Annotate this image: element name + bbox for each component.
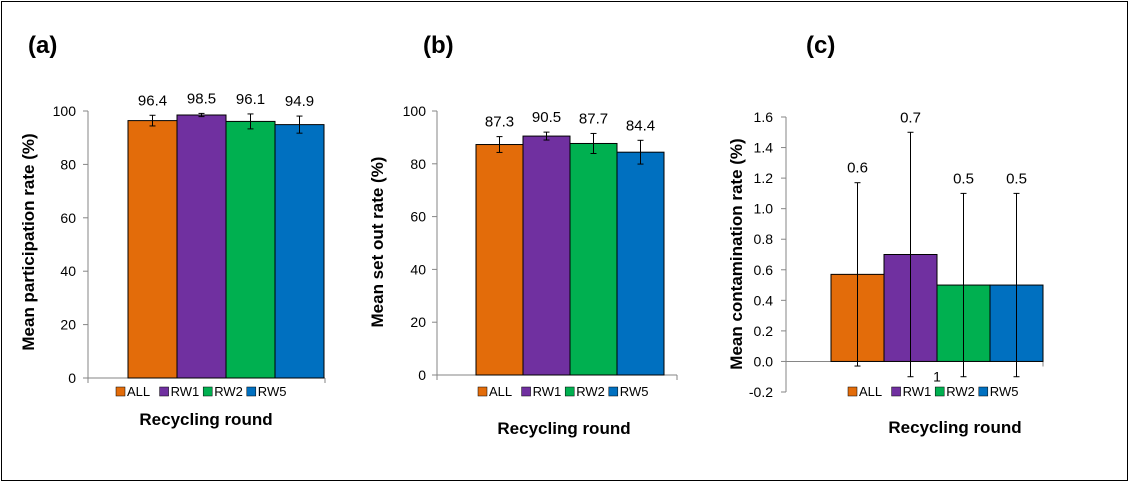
chart-panel-2: (b) 0 20 40 60 80 100 87.3 90.5 87.7 84.4 ALL RW1 RW2…	[368, 32, 678, 438]
bar-rw1	[176, 114, 227, 379]
y-tick-label: 20	[410, 314, 426, 330]
y-tick-label: 100	[403, 103, 427, 119]
x-tick-label: 1	[933, 368, 941, 384]
legend-entry: RW2	[946, 384, 975, 399]
value-label: 0.5	[1006, 170, 1027, 187]
legend-swatch	[564, 386, 575, 397]
y-tick-label: 0	[418, 367, 426, 383]
value-label: 84.4	[626, 117, 655, 134]
y-tick-label: 60	[410, 209, 426, 225]
legend-entry: RW2	[576, 384, 605, 399]
y-tick-label: 80	[410, 156, 426, 172]
legend-entry: ALL	[489, 384, 512, 399]
y-tick-label: 100	[53, 103, 77, 119]
legend-entry: RW5	[990, 384, 1019, 399]
y-tick-label: 0.0	[754, 353, 774, 369]
value-label: 96.1	[236, 91, 265, 108]
legend-swatch	[934, 386, 945, 397]
legend-entry: ALL	[127, 384, 150, 399]
legend-swatch	[246, 386, 257, 397]
y-tick-label: 40	[60, 263, 76, 279]
y-axis-title: Mean participation rate (%)	[19, 133, 38, 350]
legend-swatch	[159, 386, 169, 397]
y-tick-label: 20	[60, 317, 76, 333]
legend-entry: RW5	[620, 384, 649, 399]
legend-swatch	[847, 386, 858, 397]
bar-rw2	[225, 120, 276, 379]
legend-swatch	[477, 386, 488, 397]
legend-entry: RW5	[258, 384, 287, 399]
value-label: 0.7	[900, 109, 921, 126]
panel-label: (b)	[423, 32, 454, 59]
panel-label: (c)	[806, 32, 835, 59]
y-tick-label: 0.4	[754, 292, 774, 308]
legend-swatch	[608, 386, 619, 397]
value-label: 87.7	[579, 110, 608, 127]
chart-panel-3: (c) -0.2 0.0 0.2 0.4 0.6 0.8 1.0 1.2 1.4 1.6 0.6 0.7…	[727, 32, 1044, 437]
y-tick-label: 80	[60, 156, 76, 172]
value-label: 0.6	[847, 160, 868, 177]
y-tick-label: 0.2	[754, 323, 774, 339]
y-tick-label: 1.0	[754, 201, 774, 217]
x-axis-title: Recycling round	[139, 410, 272, 429]
y-tick-label: 1.4	[754, 140, 774, 156]
y-tick-label: 0.6	[754, 262, 774, 278]
legend-entry: RW1	[903, 384, 932, 399]
legend-entry: ALL	[859, 384, 882, 399]
legend-entry: RW1	[533, 384, 562, 399]
bar-rw5	[616, 151, 665, 376]
bar-rw1	[522, 135, 571, 376]
y-tick-label: 60	[60, 210, 76, 226]
y-tick-label: 0.8	[754, 231, 774, 247]
legend-swatch	[202, 386, 213, 397]
x-axis-title: Recycling round	[497, 419, 630, 438]
legend-entry: RW2	[214, 384, 243, 399]
y-tick-label: -0.2	[749, 384, 773, 400]
bar-rw5	[274, 124, 325, 379]
legend-swatch	[891, 386, 901, 397]
y-tick-label: 0	[68, 370, 76, 386]
legend-swatch	[115, 386, 126, 397]
x-axis-title: Recycling round	[888, 418, 1021, 437]
y-axis-title: Mean set out rate (%)	[368, 157, 387, 328]
panel-label: (a)	[28, 32, 57, 59]
bar-rw2	[569, 142, 618, 376]
value-label: 90.5	[532, 109, 561, 126]
value-label: 87.3	[485, 114, 514, 131]
y-tick-label: 40	[410, 261, 426, 277]
bar-all	[475, 144, 524, 376]
bar-all	[127, 120, 178, 379]
legend-swatch	[978, 386, 989, 397]
y-tick-label: 1.2	[754, 170, 774, 186]
legend-swatch	[521, 386, 531, 397]
y-axis-title: Mean contamination rate (%)	[727, 138, 746, 369]
value-label: 96.4	[138, 92, 167, 109]
value-label: 94.9	[285, 93, 314, 110]
y-tick-label: 1.6	[754, 109, 774, 125]
value-label: 0.5	[953, 170, 974, 187]
value-label: 98.5	[187, 90, 216, 107]
legend-entry: RW1	[171, 384, 200, 399]
chart-panel-1: (a) 0 20 40 60 80 100 96.4 98.5 96.1 94.9 ALL RW1 RW2…	[19, 32, 326, 429]
